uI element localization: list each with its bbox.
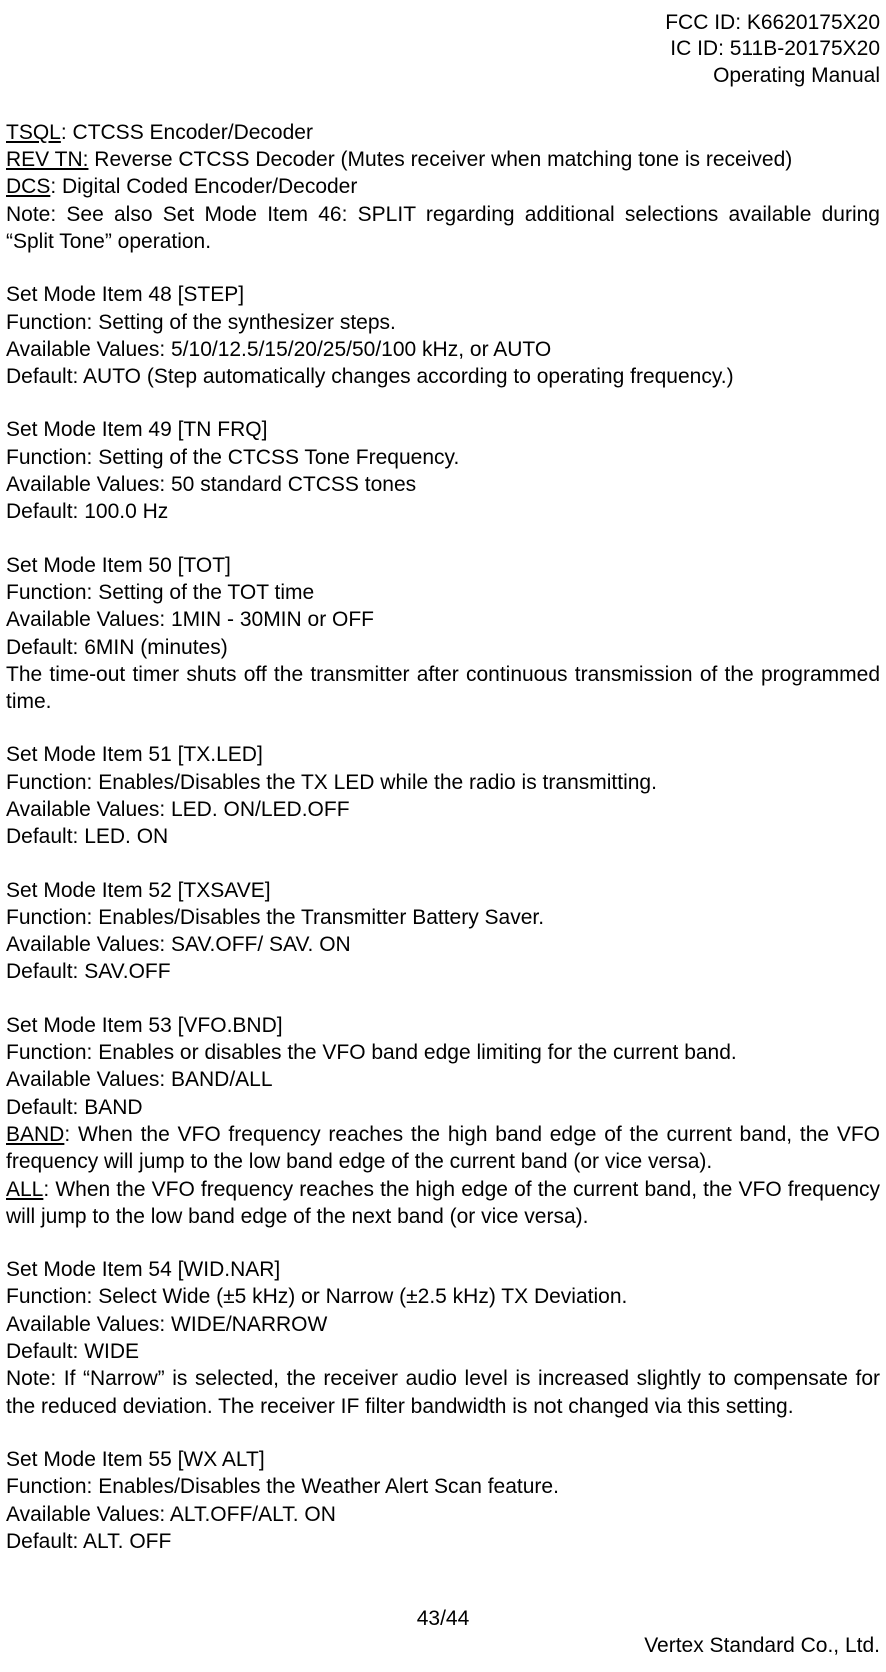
item-55-default: Default: ALT. OFF [6, 1528, 880, 1555]
item-50-title: Set Mode Item 50 [TOT] [6, 552, 880, 579]
dcs-text: : Digital Coded Encoder/Decoder [50, 175, 357, 198]
item-53-function: Function: Enables or disables the VFO ba… [6, 1039, 880, 1066]
item-53-band-text: : When the VFO frequency reaches the hig… [6, 1123, 880, 1173]
item-53: Set Mode Item 53 [VFO.BND] Function: Ena… [6, 1012, 880, 1230]
item-53-all-label: ALL [6, 1178, 43, 1201]
item-52: Set Mode Item 52 [TXSAVE] Function: Enab… [6, 877, 880, 986]
item-53-available: Available Values: BAND/ALL [6, 1066, 880, 1093]
page-number: 43/44 [6, 1605, 880, 1632]
tsql-line: TSQL: CTCSS Encoder/Decoder [6, 119, 880, 146]
item-55-available: Available Values: ALT.OFF/ALT. ON [6, 1501, 880, 1528]
rev-line: REV TN: Reverse CTCSS Decoder (Mutes rec… [6, 146, 880, 173]
page-container: FCC ID: K6620175X20 IC ID: 511B-20175X20… [0, 0, 886, 1672]
item-49-available: Available Values: 50 standard CTCSS tone… [6, 471, 880, 498]
company-footer: Vertex Standard Co., Ltd. [6, 1632, 880, 1659]
item-54-title: Set Mode Item 54 [WID.NAR] [6, 1256, 880, 1283]
item-54-default: Default: WIDE [6, 1338, 880, 1365]
item-51-available: Available Values: LED. ON/LED.OFF [6, 796, 880, 823]
item-51: Set Mode Item 51 [TX.LED] Function: Enab… [6, 741, 880, 850]
item-54: Set Mode Item 54 [WID.NAR] Function: Sel… [6, 1256, 880, 1420]
item-50: Set Mode Item 50 [TOT] Function: Setting… [6, 552, 880, 716]
item-53-default: Default: BAND [6, 1094, 880, 1121]
item-48-title: Set Mode Item 48 [STEP] [6, 281, 880, 308]
item-52-function: Function: Enables/Disables the Transmitt… [6, 904, 880, 931]
item-48-available: Available Values: 5/10/12.5/15/20/25/50/… [6, 336, 880, 363]
intro-note: Note: See also Set Mode Item 46: SPLIT r… [6, 201, 880, 256]
rev-text: Reverse CTCSS Decoder (Mutes receiver wh… [88, 148, 792, 171]
item-53-all: ALL: When the VFO frequency reaches the … [6, 1176, 880, 1231]
item-49: Set Mode Item 49 [TN FRQ] Function: Sett… [6, 416, 880, 525]
item-49-title: Set Mode Item 49 [TN FRQ] [6, 416, 880, 443]
item-48-function: Function: Setting of the synthesizer ste… [6, 309, 880, 336]
item-50-function: Function: Setting of the TOT time [6, 579, 880, 606]
item-50-default: Default: 6MIN (minutes) [6, 634, 880, 661]
item-53-band: BAND: When the VFO frequency reaches the… [6, 1121, 880, 1176]
page-header: FCC ID: K6620175X20 IC ID: 511B-20175X20… [6, 10, 880, 89]
rev-label: REV TN: [6, 148, 88, 171]
item-52-available: Available Values: SAV.OFF/ SAV. ON [6, 931, 880, 958]
item-55-function: Function: Enables/Disables the Weather A… [6, 1473, 880, 1500]
item-55: Set Mode Item 55 [WX ALT] Function: Enab… [6, 1446, 880, 1555]
item-48-default: Default: AUTO (Step automatically change… [6, 363, 880, 390]
tsql-text: : CTCSS Encoder/Decoder [61, 121, 313, 144]
item-48: Set Mode Item 48 [STEP] Function: Settin… [6, 281, 880, 390]
dcs-label: DCS [6, 175, 50, 198]
ic-id: IC ID: 511B-20175X20 [6, 36, 880, 62]
fcc-id: FCC ID: K6620175X20 [6, 10, 880, 36]
item-51-function: Function: Enables/Disables the TX LED wh… [6, 769, 880, 796]
item-53-title: Set Mode Item 53 [VFO.BND] [6, 1012, 880, 1039]
item-54-available: Available Values: WIDE/NARROW [6, 1311, 880, 1338]
item-49-default: Default: 100.0 Hz [6, 498, 880, 525]
item-54-function: Function: Select Wide (±5 kHz) or Narrow… [6, 1283, 880, 1310]
item-51-default: Default: LED. ON [6, 823, 880, 850]
item-50-extra: The time-out timer shuts off the transmi… [6, 661, 880, 716]
item-49-function: Function: Setting of the CTCSS Tone Freq… [6, 444, 880, 471]
item-52-title: Set Mode Item 52 [TXSAVE] [6, 877, 880, 904]
dcs-line: DCS: Digital Coded Encoder/Decoder [6, 173, 880, 200]
tsql-label: TSQL [6, 121, 61, 144]
item-54-note: Note: If “Narrow” is selected, the recei… [6, 1365, 880, 1420]
item-50-available: Available Values: 1MIN - 30MIN or OFF [6, 606, 880, 633]
item-53-band-label: BAND [6, 1123, 64, 1146]
item-55-title: Set Mode Item 55 [WX ALT] [6, 1446, 880, 1473]
intro-block: TSQL: CTCSS Encoder/Decoder REV TN: Reve… [6, 119, 880, 255]
item-51-title: Set Mode Item 51 [TX.LED] [6, 741, 880, 768]
doc-title: Operating Manual [6, 63, 880, 89]
item-52-default: Default: SAV.OFF [6, 958, 880, 985]
item-53-all-text: : When the VFO frequency reaches the hig… [6, 1178, 880, 1228]
